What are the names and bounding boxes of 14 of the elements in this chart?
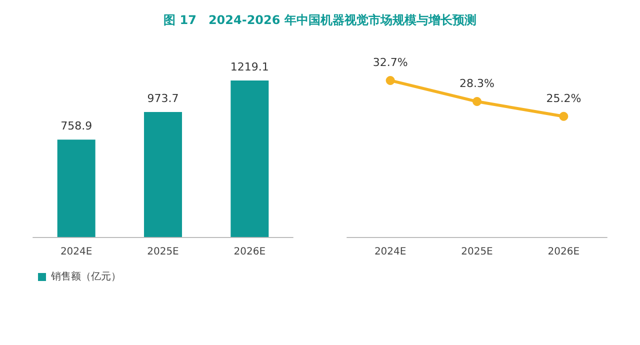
- data-label: 758.9: [60, 120, 92, 133]
- legend-label: 销售额（亿元）: [50, 270, 121, 282]
- data-label: 32.7%: [372, 56, 408, 69]
- x-tick-label: 2024E: [374, 246, 406, 258]
- text: 图 17 2024-2026 年中国机器视觉市场规模与增长预测: [164, 13, 476, 27]
- data-label: 1219.1: [230, 60, 269, 74]
- data-label: 28.3%: [460, 77, 494, 90]
- data-label: 25.2%: [546, 92, 582, 105]
- x-tick-label: 2026E: [548, 246, 580, 258]
- x-tick-label: 2024E: [60, 246, 92, 258]
- x-tick-label: 2025E: [461, 246, 493, 258]
- x-tick-label: 2026E: [234, 246, 266, 258]
- x-tick-label: 2025E: [147, 246, 179, 258]
- data-label: 973.7: [147, 92, 179, 105]
